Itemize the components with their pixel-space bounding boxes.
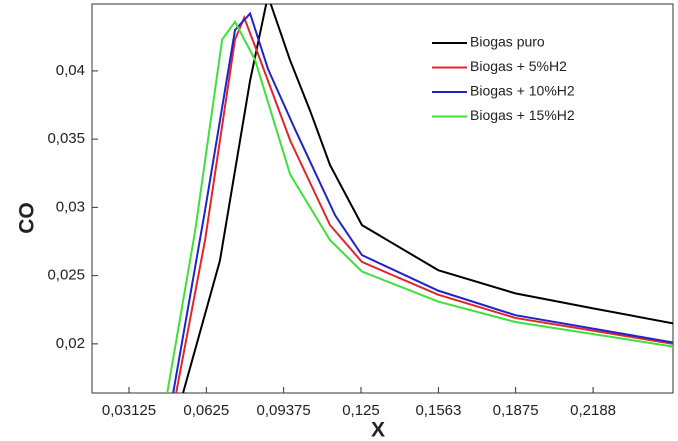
y-tick-label: 0,02 — [56, 335, 85, 352]
x-tick-label: 0,1563 — [415, 402, 461, 419]
x-tick-label: 0,125 — [342, 402, 380, 419]
data-line — [182, 4, 673, 393]
legend-text: Biogas + 10%H2 — [470, 83, 575, 99]
legend-text: Biogas + 15%H2 — [470, 107, 575, 123]
x-tick-label: 0,1875 — [493, 402, 539, 419]
legend-text: Biogas + 5%H2 — [470, 58, 567, 74]
legend-text: Biogas puro — [470, 34, 545, 50]
x-tick-label: 0,0625 — [183, 402, 229, 419]
x-tick-label: 0,2188 — [570, 402, 616, 419]
y-tick-label: 0,03 — [56, 198, 85, 215]
plot-frame — [91, 3, 674, 394]
x-axis-title: X — [371, 419, 385, 441]
x-tick-label: 0,09375 — [257, 402, 311, 419]
y-tick-label: 0,04 — [56, 62, 85, 79]
lines — [166, 4, 673, 393]
y-axis-title: CO — [16, 202, 39, 234]
y-tick-label: 0,025 — [47, 267, 85, 284]
data-line — [166, 19, 673, 393]
data-line — [175, 14, 673, 393]
data-line — [172, 11, 673, 393]
x-tick-label: 0,03125 — [102, 402, 156, 419]
y-tick-label: 0,035 — [47, 130, 85, 147]
